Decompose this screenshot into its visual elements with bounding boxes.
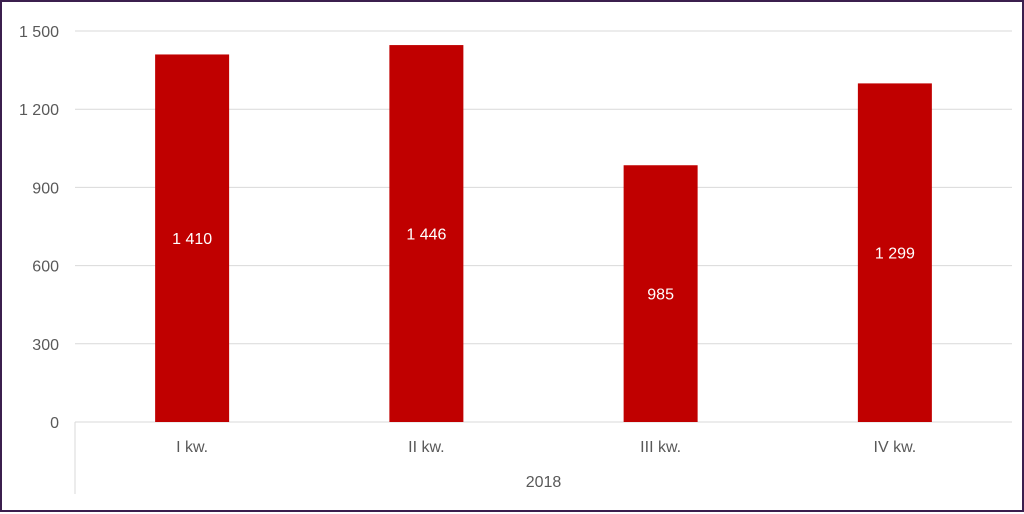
y-tick-label: 600 — [32, 259, 59, 276]
y-tick-label: 1 500 — [19, 24, 59, 41]
x-group-label: 2018 — [526, 474, 562, 491]
y-tick-label: 900 — [32, 180, 59, 197]
bar — [857, 83, 932, 423]
bar — [623, 165, 698, 422]
data-label: 1 446 — [406, 227, 446, 244]
labels: 0 300 600 900 1 200 1 500 1 410 I kw. 1 446 II kw… — [19, 24, 916, 491]
axes — [74, 421, 1012, 494]
x-tick-label: I kw. — [176, 439, 208, 456]
y-tick-label: 1 200 — [19, 102, 59, 119]
bar — [155, 54, 230, 423]
data-label: 1 410 — [172, 231, 212, 248]
x-tick-label: IV kw. — [874, 439, 917, 456]
x-tick-label: II kw. — [408, 439, 444, 456]
bar — [389, 45, 464, 423]
bars — [155, 45, 932, 423]
x-tick-label: III kw. — [640, 439, 681, 456]
y-tick-label: 0 — [50, 415, 59, 432]
y-tick-label: 300 — [32, 337, 59, 354]
data-label: 1 299 — [875, 246, 915, 263]
gridlines — [75, 30, 1012, 345]
data-label: 985 — [647, 287, 674, 304]
